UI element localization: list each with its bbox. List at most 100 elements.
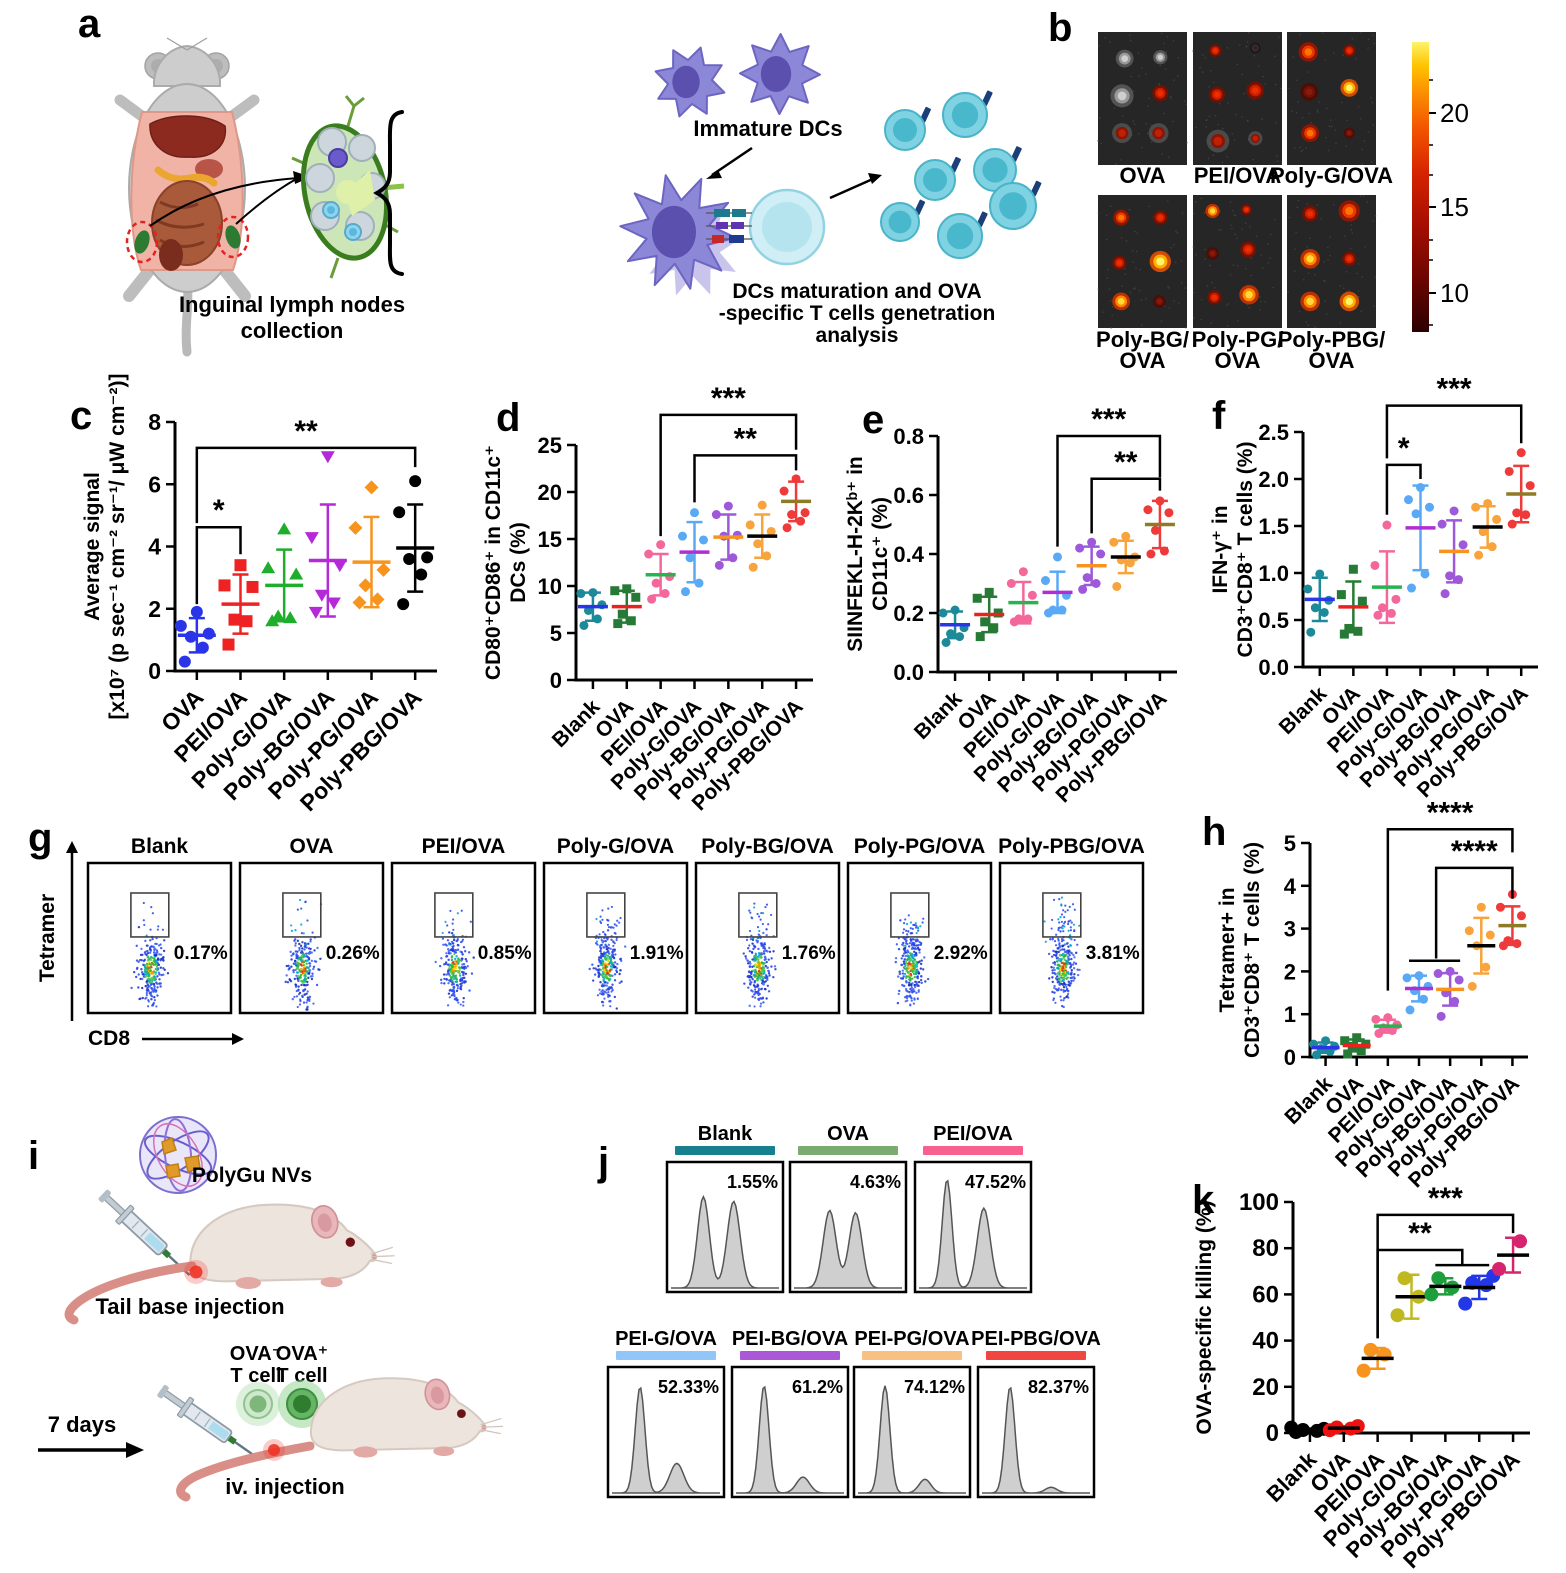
y-tick-label: 0.0 xyxy=(893,660,924,685)
series-Poly-PBG/OVA xyxy=(1143,496,1175,559)
panel-e-letter: e xyxy=(862,398,885,442)
ova-neg-label: T cell xyxy=(230,1365,281,1387)
series-Poly-G/OVA xyxy=(1404,482,1436,593)
flow-plot-Poly-G/OVA: Poly-G/OVA 1.91% xyxy=(542,835,689,1015)
significance-bracket: **** xyxy=(1386,796,1514,991)
gate-box xyxy=(130,892,170,938)
y-tick-label: 15 xyxy=(538,527,562,552)
series-OVA xyxy=(1340,1033,1371,1059)
series-Poly-PBG/OVA xyxy=(1495,889,1527,951)
histogram-curve xyxy=(794,1209,902,1289)
dashed-circle-icon xyxy=(216,215,250,259)
panel-h-letter: h xyxy=(1202,810,1227,854)
flow-percentage: 1.76% xyxy=(782,943,836,964)
histogram-OVA: OVA 4.63% xyxy=(788,1123,908,1294)
mhc-tcr-receptors-icon xyxy=(706,209,752,243)
mouse-side-view xyxy=(309,1375,505,1459)
panel-g-flow-plots: Tetramer CD8 Blank 0.17% OVA 0.26% PEI/OVA 0.85… xyxy=(30,815,1220,1055)
collection-caption: collection xyxy=(241,318,344,343)
series-Poly-G/OVA xyxy=(1041,552,1073,618)
ova-neg-cell-icon xyxy=(236,1382,280,1426)
y-tick-label: 0.2 xyxy=(893,601,924,626)
series-Poly-G/OVA xyxy=(1390,1271,1428,1323)
flow-percentage: 0.17% xyxy=(174,943,228,964)
group-color-bar xyxy=(798,1146,898,1155)
flow-plot-Blank: Blank 0.17% xyxy=(86,835,233,1015)
dc-cell-icon xyxy=(328,148,348,168)
y-tick-label: 0.6 xyxy=(893,483,924,508)
y-tick-label: 5 xyxy=(550,621,562,646)
y-tick-label: 0 xyxy=(550,668,562,693)
y-tick-label: 4 xyxy=(1284,874,1297,899)
significance-bracket: *** xyxy=(1056,403,1162,547)
significance-stars: *** xyxy=(1091,403,1126,436)
series-Poly-PBG/OVA xyxy=(1504,448,1537,529)
y-tick-label: 80 xyxy=(1252,1235,1279,1262)
ova-pos-label: OVA⁺ xyxy=(276,1343,328,1365)
flow-plot-OVA: OVA 0.26% xyxy=(238,835,385,1015)
significance-stars: * xyxy=(1398,432,1410,465)
series-Poly-BG/OVA xyxy=(1433,966,1465,1021)
tail-injection-caption: Tail base injection xyxy=(95,1294,284,1319)
series-PEI/OVA xyxy=(218,559,260,651)
gate-box xyxy=(434,892,474,938)
series-Poly-PBG/OVA xyxy=(779,474,812,533)
histogram-curve xyxy=(671,1194,779,1289)
y-tick-label: 0 xyxy=(1284,1045,1296,1070)
histogram-Blank: Blank 1.55% xyxy=(665,1123,785,1294)
y-axis-label: Average signal xyxy=(81,472,104,621)
lymph-node-photo xyxy=(1192,195,1282,328)
flow-percentage: 3.81% xyxy=(1086,943,1140,964)
flow-plot-title: Blank xyxy=(131,835,189,858)
colorbar-tick-label: 15 xyxy=(1440,192,1469,222)
y-axis-label: SIINFEKL-H-2Kᵇ⁺ in xyxy=(844,456,867,651)
flow-percentage: 0.85% xyxy=(478,943,532,964)
gate-box xyxy=(1042,892,1082,938)
histogram-curve xyxy=(858,1385,966,1494)
panel-j-letter: j xyxy=(598,1140,610,1184)
series-Poly-PG/OVA xyxy=(745,500,778,572)
significance-bracket: * xyxy=(1385,432,1422,515)
immature-dc-icon xyxy=(739,33,821,115)
histogram-curve xyxy=(612,1386,720,1494)
gate-box xyxy=(890,892,930,938)
histogram-curve xyxy=(982,1386,1090,1494)
chart-h: 0 1 2 3 4 5 Tetramer+ in CD3⁺CD8⁺ T cells (%) Bl… xyxy=(1200,795,1566,1192)
y-axis-label: [x10⁷ (p sec⁻¹ cm⁻² sr⁻¹/ μW cm⁻²)] xyxy=(106,374,129,720)
activated-t-cell-icon xyxy=(914,156,961,201)
chart-f: 0.0 0.5 1.0 1.5 2.0 2.5 IFN-γ⁺ in CD3⁺CD8⁺ T ce… xyxy=(1190,373,1566,808)
lymph-node-photo xyxy=(1097,32,1188,165)
series-Poly-BG/OVA xyxy=(1075,537,1107,594)
significance-stars: ** xyxy=(1408,1217,1432,1250)
series-PEI/OVA xyxy=(1006,567,1039,627)
nv-label: PolyGu NVs xyxy=(192,1164,312,1187)
histogram-PEI/OVA: PEI/OVA 47.52% xyxy=(913,1123,1033,1294)
series-PEI/OVA xyxy=(1371,1013,1402,1038)
histogram-title: PEI-G/OVA xyxy=(615,1328,717,1350)
y-axis-label: CD3⁺CD8⁺ T cells (%) xyxy=(1241,842,1264,1058)
activated-t-cell-icon xyxy=(880,199,926,242)
b-image-label: OVA xyxy=(1119,163,1165,188)
dashed-circle-icon xyxy=(125,220,159,264)
significance-bracket: * xyxy=(195,494,242,605)
liver-icon xyxy=(149,115,227,158)
flow-percentage: 0.26% xyxy=(326,943,380,964)
series-Poly-PG/OVA xyxy=(1458,1268,1501,1311)
b-image-label: Poly-BG/ xyxy=(1096,327,1189,352)
significance-bracket: ** xyxy=(1090,446,1162,534)
y-tick-label: 0 xyxy=(1266,1420,1279,1447)
flow-plot-PEI/OVA: PEI/OVA 0.85% xyxy=(390,835,537,1015)
y-tick-label: 20 xyxy=(538,480,562,505)
group-color-bar xyxy=(740,1351,840,1360)
t-cell-icon xyxy=(748,188,826,266)
significance-stars: ** xyxy=(294,415,318,448)
y-tick-label: 0.5 xyxy=(1258,608,1289,633)
y-tick-label: 1.0 xyxy=(1258,561,1289,586)
flow-plot-title: Poly-G/OVA xyxy=(557,835,674,858)
series-Blank xyxy=(1309,1036,1340,1060)
b-image-label: OVA xyxy=(1214,348,1260,373)
significance-bracket: ** xyxy=(1376,1217,1490,1339)
significance-stars: ** xyxy=(734,422,758,455)
colorbar-tick-label: 20 xyxy=(1440,98,1469,128)
maturation-caption: -specific T cells genetration xyxy=(719,302,996,325)
